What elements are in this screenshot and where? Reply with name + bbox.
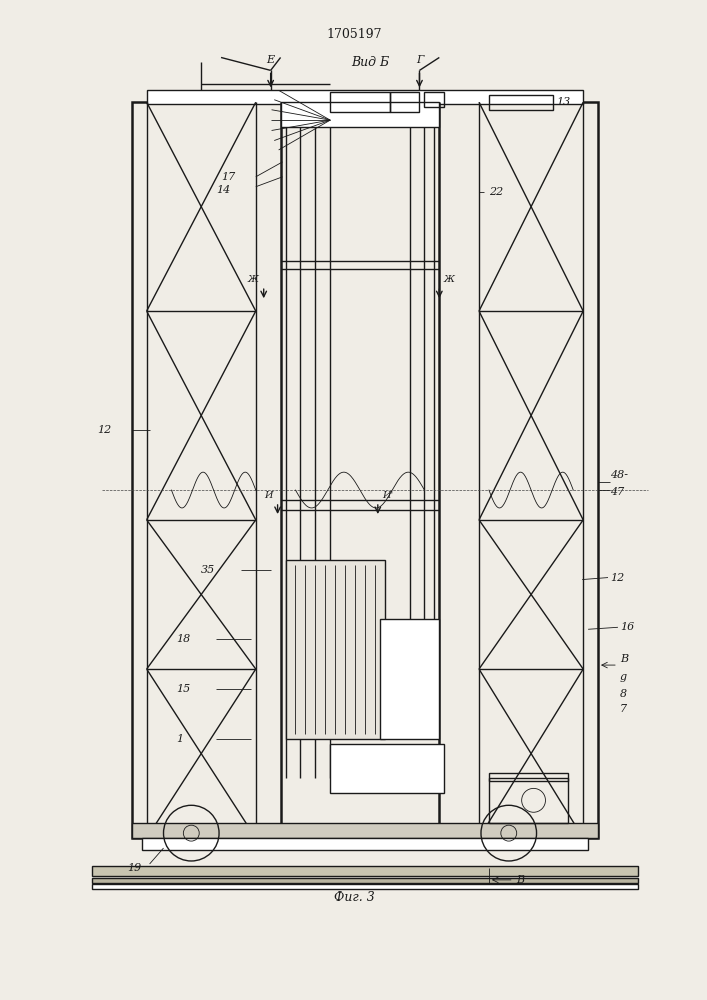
Text: 35: 35 [201,565,216,575]
Bar [146,90,583,104]
Bar [489,95,554,110]
Text: 16: 16 [620,622,634,632]
Text: g: g [620,672,627,682]
Text: Г: Г [416,55,423,65]
Text: 12: 12 [610,573,624,583]
Text: 48-: 48- [610,470,628,480]
Text: 1705197: 1705197 [326,28,382,41]
Text: В: В [620,654,628,664]
Text: Ж: Ж [443,275,455,284]
Bar [92,878,638,883]
Text: 22: 22 [489,187,503,197]
Text: И': И' [382,491,393,500]
Text: 13: 13 [556,97,571,107]
Text: Фиг. 3: Фиг. 3 [334,891,375,904]
Text: Вид Б: Вид Б [351,56,389,69]
Text: Ж: Ж [247,275,259,284]
Text: 17: 17 [221,172,235,182]
Bar [132,102,598,838]
Bar [330,744,444,793]
Text: Е: Е [267,55,275,65]
Text: 47: 47 [610,487,624,497]
Text: В: В [515,875,524,885]
Bar [489,773,568,781]
Text: 12: 12 [97,425,111,435]
Text: И: И [264,491,273,500]
Text: 7: 7 [620,704,627,714]
Bar [141,838,588,850]
Bar [286,560,385,739]
Bar [489,778,568,823]
Text: 15: 15 [177,684,191,694]
Text: 1: 1 [177,734,184,744]
Bar [330,92,390,112]
Bar [380,619,439,739]
Bar [390,92,419,112]
Bar [132,823,598,838]
Bar [92,866,638,876]
Bar [92,884,638,889]
Bar [281,102,439,127]
Text: 8: 8 [620,689,627,699]
Bar [424,92,444,107]
Text: 14: 14 [216,185,230,195]
Text: 18: 18 [177,634,191,644]
Text: 19: 19 [127,863,141,873]
